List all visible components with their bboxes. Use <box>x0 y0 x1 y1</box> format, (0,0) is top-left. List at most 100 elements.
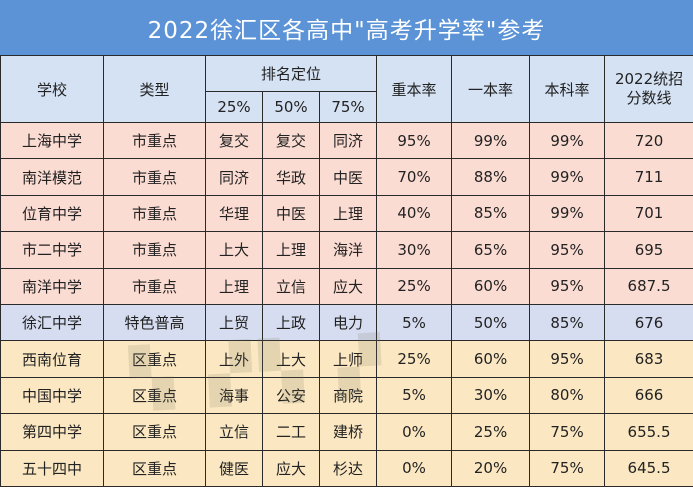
table-row: 徐汇中学 特色普高 上贸 上政 电力 5% 50% 85% 676 <box>0 303 693 342</box>
header-p50: 50% <box>262 91 320 123</box>
table-row: 市二中学 市重点 上大 上理 海洋 30% 65% 95% 695 <box>0 231 693 269</box>
cell-school: 第四中学 <box>0 413 104 451</box>
header-rank-group: 排名定位 <box>204 55 378 92</box>
cell-school: 南洋模范 <box>0 158 104 196</box>
cell-p75: 杉达 <box>318 449 378 487</box>
table-row: 南洋模范 市重点 同济 华政 中医 70% 88% 99% 711 <box>0 158 693 196</box>
cell-p25: 上大 <box>205 231 263 269</box>
cell-p50: 上理 <box>262 231 320 269</box>
cell-school: 西南位育 <box>0 340 104 378</box>
cell-p75: 应大 <box>318 267 378 305</box>
cell-p50: 上政 <box>262 303 320 342</box>
table-row: 中国中学 区重点 海事 公安 商院 5% 30% 80% 666 <box>0 376 693 415</box>
cell-p75: 海洋 <box>318 231 378 269</box>
cell-p50: 二工 <box>262 413 320 451</box>
table-header: 学校 类型 排名定位 重本率 一本率 本科率 2022统招 分数线 25% 50… <box>0 55 693 123</box>
table-row: 西南位育 区重点 上外 上大 上师 25% 60% 95% 683 <box>0 340 693 378</box>
cell-p50: 华政 <box>262 158 320 196</box>
cell-bachelor-rate: 95% <box>529 340 606 378</box>
cell-bachelor-rate: 99% <box>529 194 606 233</box>
cell-tier1-rate: 50% <box>451 303 531 342</box>
cell-key-rate: 30% <box>376 231 453 269</box>
header-cutoff-line2: 分数线 <box>626 89 672 107</box>
cell-cutoff: 687.5 <box>604 267 693 305</box>
cell-type: 区重点 <box>103 413 206 451</box>
header-p75: 75% <box>318 91 378 123</box>
cell-bachelor-rate: 95% <box>529 231 606 269</box>
cell-p75: 建桥 <box>318 413 378 451</box>
cell-tier1-rate: 99% <box>451 121 531 160</box>
header-cutoff: 2022统招 分数线 <box>604 55 693 123</box>
table-title: 2022徐汇区各高中"高考升学率"参考 <box>0 0 693 56</box>
header-key-rate: 重本率 <box>376 55 453 123</box>
cell-cutoff: 666 <box>604 376 693 415</box>
cell-p25: 华理 <box>205 194 263 233</box>
cell-type: 市重点 <box>103 194 206 233</box>
cell-p75: 商院 <box>318 376 378 415</box>
table-row: 位育中学 市重点 华理 中医 上理 40% 85% 99% 701 <box>0 194 693 233</box>
cell-school: 上海中学 <box>0 121 104 160</box>
cell-key-rate: 40% <box>376 194 453 233</box>
cell-type: 区重点 <box>103 340 206 378</box>
table-row: 第四中学 区重点 立信 二工 建桥 0% 25% 75% 655.5 <box>0 413 693 451</box>
header-bachelor-rate: 本科率 <box>529 55 606 123</box>
cell-p75: 上理 <box>318 194 378 233</box>
cell-cutoff: 711 <box>604 158 693 196</box>
header-tier1-rate: 一本率 <box>451 55 531 123</box>
cell-cutoff: 695 <box>604 231 693 269</box>
cell-p75: 电力 <box>318 303 378 342</box>
cell-tier1-rate: 88% <box>451 158 531 196</box>
header-cutoff-line1: 2022统招 <box>614 70 684 88</box>
cell-tier1-rate: 85% <box>451 194 531 233</box>
cell-tier1-rate: 65% <box>451 231 531 269</box>
cell-key-rate: 70% <box>376 158 453 196</box>
cell-bachelor-rate: 75% <box>529 449 606 487</box>
cell-key-rate: 0% <box>376 449 453 487</box>
table-body: 上海中学 市重点 复交 复交 同济 95% 99% 99% 720 南洋模范 市… <box>0 121 693 487</box>
cell-school: 位育中学 <box>0 194 104 233</box>
cell-type: 市重点 <box>103 121 206 160</box>
cell-tier1-rate: 30% <box>451 376 531 415</box>
cell-type: 区重点 <box>103 449 206 487</box>
cell-cutoff: 645.5 <box>604 449 693 487</box>
cell-p50: 应大 <box>262 449 320 487</box>
cell-p25: 上贸 <box>205 303 263 342</box>
table-row: 南洋中学 市重点 上理 立信 应大 25% 60% 95% 687.5 <box>0 267 693 305</box>
cell-cutoff: 655.5 <box>604 413 693 451</box>
cell-cutoff: 676 <box>604 303 693 342</box>
header-type: 类型 <box>103 55 206 123</box>
cell-p25: 上理 <box>205 267 263 305</box>
cell-bachelor-rate: 80% <box>529 376 606 415</box>
cell-key-rate: 5% <box>376 303 453 342</box>
cell-p75: 中医 <box>318 158 378 196</box>
cell-p50: 公安 <box>262 376 320 415</box>
cell-key-rate: 95% <box>376 121 453 160</box>
cell-bachelor-rate: 99% <box>529 158 606 196</box>
cell-tier1-rate: 25% <box>451 413 531 451</box>
cell-school: 中国中学 <box>0 376 104 415</box>
cell-type: 特色普高 <box>103 303 206 342</box>
cell-school: 市二中学 <box>0 231 104 269</box>
cell-p25: 健医 <box>205 449 263 487</box>
cell-key-rate: 5% <box>376 376 453 415</box>
cell-type: 市重点 <box>103 267 206 305</box>
cell-school: 南洋中学 <box>0 267 104 305</box>
cell-type: 市重点 <box>103 158 206 196</box>
cell-p50: 立信 <box>262 267 320 305</box>
header-school: 学校 <box>0 55 104 123</box>
table-row: 上海中学 市重点 复交 复交 同济 95% 99% 99% 720 <box>0 121 693 160</box>
cell-cutoff: 701 <box>604 194 693 233</box>
cell-school: 五十四中 <box>0 449 104 487</box>
cell-bachelor-rate: 75% <box>529 413 606 451</box>
cell-bachelor-rate: 99% <box>529 121 606 160</box>
cell-cutoff: 720 <box>604 121 693 160</box>
cell-p25: 复交 <box>205 121 263 160</box>
cell-p75: 上师 <box>318 340 378 378</box>
cell-key-rate: 25% <box>376 340 453 378</box>
cell-bachelor-rate: 95% <box>529 267 606 305</box>
cell-tier1-rate: 60% <box>451 267 531 305</box>
cell-p25: 立信 <box>205 413 263 451</box>
admission-rate-table: 学校 类型 排名定位 重本率 一本率 本科率 2022统招 分数线 25% 50… <box>0 55 693 487</box>
cell-tier1-rate: 60% <box>451 340 531 378</box>
